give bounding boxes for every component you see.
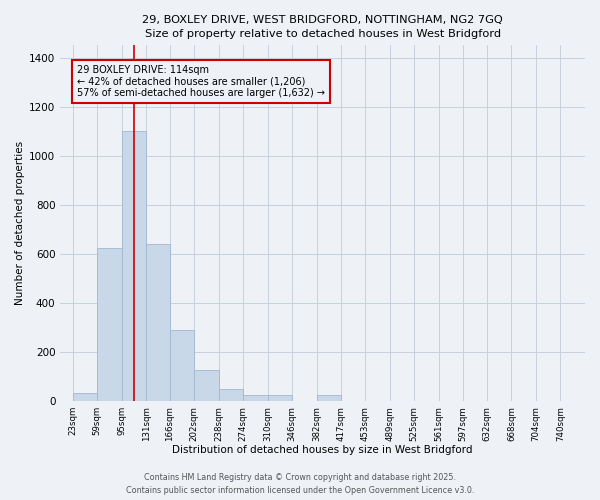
- Y-axis label: Number of detached properties: Number of detached properties: [15, 141, 25, 306]
- Text: 29 BOXLEY DRIVE: 114sqm
← 42% of detached houses are smaller (1,206)
57% of semi: 29 BOXLEY DRIVE: 114sqm ← 42% of detache…: [77, 65, 325, 98]
- Bar: [317, 395, 341, 401]
- Bar: [219, 389, 244, 401]
- X-axis label: Distribution of detached houses by size in West Bridgford: Distribution of detached houses by size …: [172, 445, 473, 455]
- Title: 29, BOXLEY DRIVE, WEST BRIDGFORD, NOTTINGHAM, NG2 7GQ
Size of property relative : 29, BOXLEY DRIVE, WEST BRIDGFORD, NOTTIN…: [142, 15, 503, 39]
- Bar: [268, 395, 292, 401]
- Bar: [194, 370, 219, 401]
- Bar: [146, 244, 170, 401]
- Bar: [170, 330, 194, 401]
- Bar: [97, 248, 122, 401]
- Text: Contains HM Land Registry data © Crown copyright and database right 2025.
Contai: Contains HM Land Registry data © Crown c…: [126, 474, 474, 495]
- Bar: [244, 395, 268, 401]
- Bar: [73, 392, 97, 401]
- Bar: [122, 131, 146, 401]
